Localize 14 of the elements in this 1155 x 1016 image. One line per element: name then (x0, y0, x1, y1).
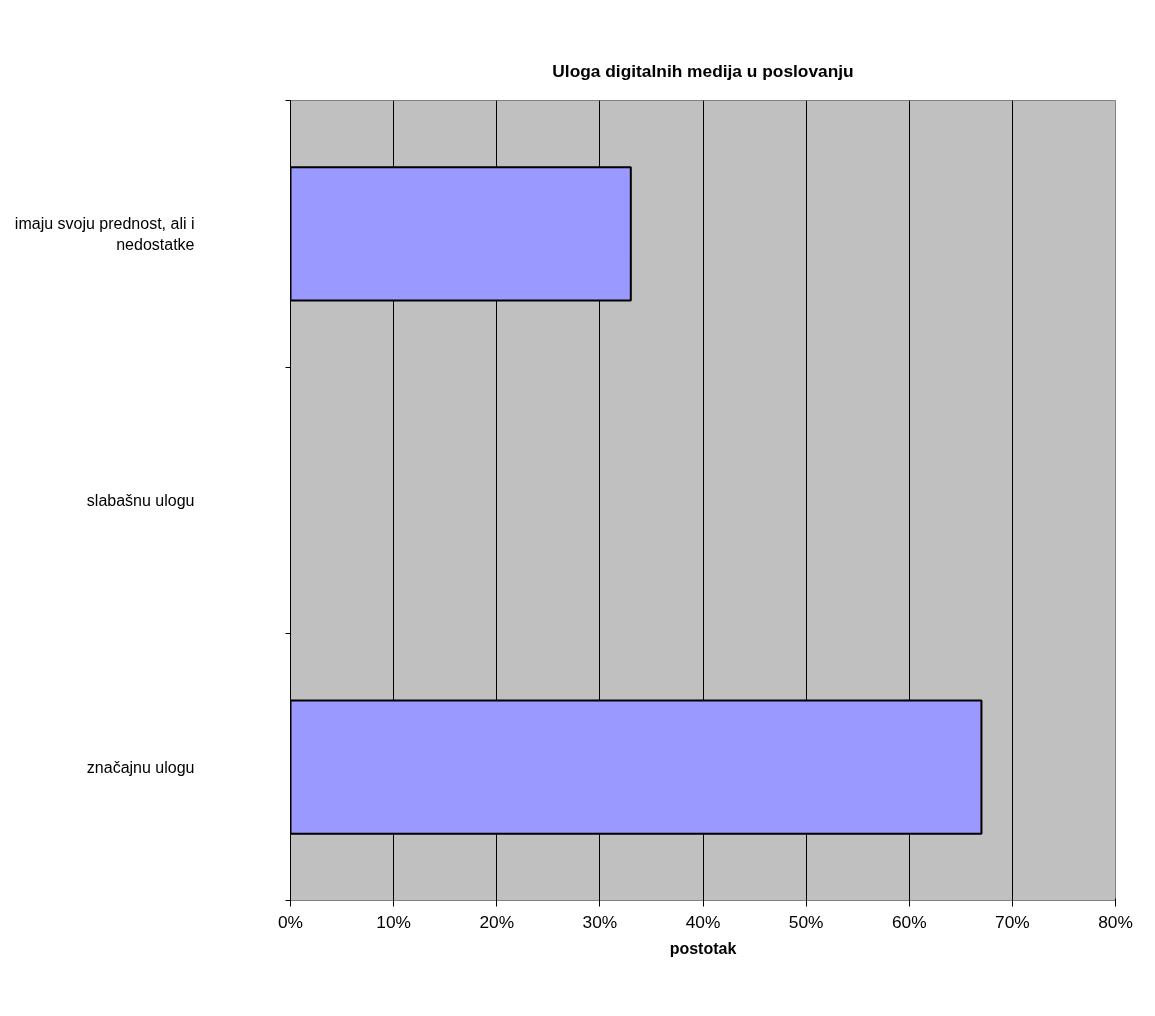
x-axis-title: postotak (669, 939, 737, 957)
y-tick-label: slabašnu ulogu (86, 492, 195, 509)
chart-title: Uloga digitalnih medija u poslovanju (552, 60, 854, 81)
x-tick-label: 70% (995, 911, 1030, 932)
x-tick-label: 0% (277, 911, 304, 932)
x-tick-label: 20% (479, 911, 515, 932)
y-tick-label: značajnu ulogu (86, 758, 195, 776)
x-tick-label: 30% (582, 911, 618, 932)
x-tick-label: 40% (685, 911, 721, 932)
x-tick-label: 10% (376, 911, 411, 932)
x-tick-label: 50% (788, 911, 824, 932)
y-tick-label: imaju svoju prednost, ali i nedostatke (14, 215, 195, 253)
x-tick-label: 80% (1098, 911, 1133, 932)
x-tick-label: 60% (891, 911, 927, 932)
